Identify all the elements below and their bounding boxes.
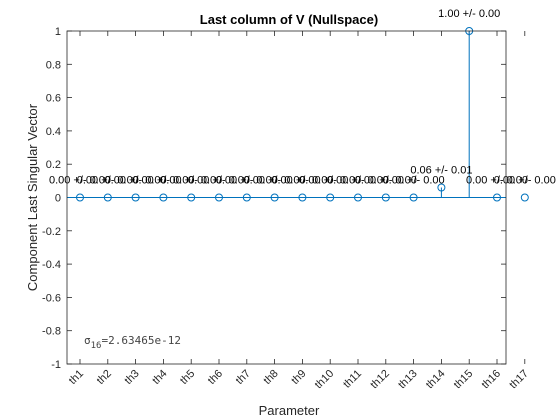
data-labels: 0.00 +/- 0.000.00 +/- 0.000.00 +/- 0.000… — [49, 8, 556, 187]
stem-marker — [270, 193, 279, 202]
x-tick-label: th1 — [67, 368, 86, 387]
stem-marker — [298, 193, 307, 202]
data-label: 0.00 +/- 0.00 — [355, 175, 417, 187]
data-label: 0.00 +/- 0.00 — [105, 175, 167, 187]
stem-marker — [215, 193, 223, 202]
axes-box — [66, 30, 507, 365]
stem-marker — [76, 193, 84, 202]
stem-marker — [242, 193, 251, 202]
y-tick-label: 0.6 — [46, 93, 61, 105]
y-tick-label: 1 — [55, 26, 61, 38]
x-tick-label: th8 — [261, 368, 280, 387]
data-label: 0.00 +/- 0.00 — [383, 175, 445, 187]
stem-marker — [493, 193, 501, 202]
x-tick-label: th3 — [122, 368, 141, 387]
y-tick-label: 0.4 — [46, 126, 61, 138]
sigma-subscript: 16 — [91, 341, 102, 351]
stem-marker — [131, 193, 140, 202]
x-tick-label: th9 — [289, 368, 308, 387]
y-tick-label: -1 — [51, 359, 61, 371]
sigma-value: =2.63465e-12 — [101, 334, 180, 347]
stem-marker — [159, 193, 168, 202]
sigma-annotation: σ16=2.63465e-12 — [84, 334, 181, 351]
x-tick-label: th5 — [178, 368, 197, 387]
data-label: 0.00 +/- 0.00 — [216, 175, 278, 187]
y-tick-label: 0.8 — [46, 59, 61, 71]
data-label: 0.00 +/- 0.00 — [132, 175, 194, 187]
data-label: 0.00 +/- 0.00 — [77, 175, 139, 187]
x-tick-label: th15 — [452, 368, 476, 392]
data-label: 0.00 +/- 0.00 — [327, 175, 389, 187]
y-axis-ticks: -1 -0.8 -0.6 -0.4 -0.2 0 0.2 0.4 0.6 0.8 1 — [42, 26, 506, 371]
x-tick-label: th12 — [368, 368, 392, 392]
stem-marker — [520, 193, 529, 202]
x-tick-label: th13 — [396, 368, 420, 392]
y-tick-label: -0.6 — [42, 292, 61, 304]
x-tick-label: th16 — [479, 368, 503, 392]
data-label: 0.00 +/- 0.00 — [160, 175, 222, 187]
x-tick-label: th11 — [341, 368, 364, 391]
x-tick-label: th17 — [507, 368, 531, 392]
x-tick-label: th6 — [206, 368, 225, 387]
y-axis-title: Component Last Singular Vector — [25, 103, 40, 291]
data-label: 0.00 +/- 0.00 — [494, 175, 556, 187]
x-tick-label: th14 — [424, 368, 448, 392]
data-label: 0.06 +/- 0.01 — [410, 165, 472, 177]
data-label: 1.00 +/- 0.00 — [438, 8, 500, 20]
data-label: 0.00 +/- 0.00 — [271, 175, 333, 187]
y-tick-label: 0.2 — [46, 159, 61, 171]
x-axis-title: Parameter — [259, 403, 320, 418]
y-tick-label: 0 — [55, 193, 61, 205]
y-tick-label: -0.2 — [42, 226, 61, 238]
chart-title: Last column of V (Nullspace) — [200, 12, 378, 27]
data-label: 0.00 +/- 0.00 — [244, 175, 306, 187]
stem-marker — [409, 193, 418, 202]
y-tick-label: -0.8 — [42, 326, 61, 338]
stem-marker — [354, 193, 362, 202]
x-tick-label: th2 — [95, 368, 114, 387]
stem-marker — [187, 193, 196, 202]
data-label: 0.00 +/- 0.00 — [466, 175, 528, 187]
y-tick-label: -0.4 — [42, 259, 61, 271]
x-tick-label: th7 — [234, 368, 253, 387]
stem-marker — [437, 183, 446, 192]
stem-marker — [103, 193, 112, 202]
x-tick-label: th10 — [313, 368, 337, 392]
stem-marker — [381, 193, 390, 202]
x-tick-label: th4 — [150, 368, 169, 387]
data-label: 0.00 +/- 0.00 — [188, 175, 250, 187]
data-label: 0.00 +/- 0.00 — [49, 175, 111, 187]
stem-marker — [326, 193, 335, 202]
sigma-symbol: σ — [84, 334, 91, 347]
data-label: 0.00 +/- 0.00 — [299, 175, 361, 187]
